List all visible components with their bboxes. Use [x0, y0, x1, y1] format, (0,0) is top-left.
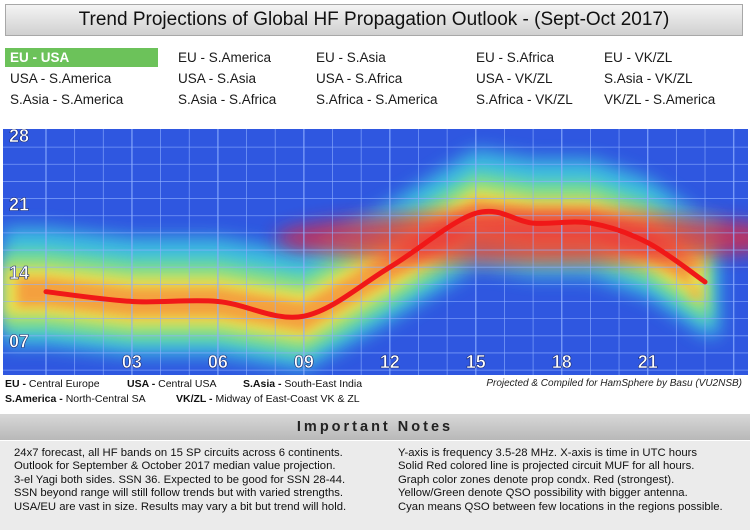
circuit-option[interactable]: USA - S.Africa — [316, 71, 403, 86]
notes-panel: 24x7 forecast, all HF bands on 15 SP cir… — [0, 441, 750, 530]
muf-line — [43, 208, 708, 320]
legend-item: USA - Central USA — [127, 378, 216, 390]
circuit-option[interactable]: S.Africa - S.America — [316, 92, 438, 107]
notes-left-column: 24x7 forecast, all HF bands on 15 SP cir… — [14, 447, 346, 514]
note-line: 24x7 forecast, all HF bands on 15 SP cir… — [14, 447, 343, 459]
circuit-option[interactable]: USA - VK/ZL — [476, 71, 553, 86]
legend-value: South-East India — [281, 378, 363, 390]
legend-key: S.America - — [5, 393, 63, 405]
legend-value: Central Europe — [26, 378, 100, 390]
x-tick-label: 12 — [380, 352, 400, 372]
legend-item: S.Asia - South-East India — [243, 378, 362, 390]
x-tick-label: 06 — [208, 352, 228, 372]
circuit-selector: EU - USA EU - S.America EU - S.Asia EU - S.… — [5, 48, 745, 114]
note-line: Y-axis is frequency 3.5-28 MHz. X-axis i… — [398, 447, 698, 459]
muf-point — [129, 299, 134, 304]
propagation-chart: 07 14 21 28 03 06 09 12 15 18 21 — [3, 129, 748, 375]
x-tick-label: 09 — [294, 352, 314, 372]
muf-point — [387, 265, 392, 270]
y-tick-label: 21 — [9, 194, 29, 214]
red-zone — [275, 211, 748, 264]
note-line: Graph color zones denote prop condx. Red… — [398, 473, 675, 486]
x-tick-label: 21 — [638, 352, 658, 372]
page-title: Trend Projections of Global HF Propagati… — [5, 4, 743, 36]
note-line: Solid Red colored line is projected circ… — [398, 460, 695, 473]
notes-title: Important Notes — [0, 414, 750, 440]
muf-point — [473, 211, 478, 216]
note-line: USA/EU are vast in size. Results may var… — [14, 500, 347, 513]
circuit-option[interactable]: EU - S.Asia — [316, 50, 386, 65]
note-line: Yellow/Green denote QSO possibility with… — [398, 487, 688, 500]
notes-right-column: Y-axis is frequency 3.5-28 MHz. X-axis i… — [398, 447, 723, 514]
y-axis-ticks: 07 14 21 28 — [9, 129, 30, 352]
note-line: SSN beyond range will still follow trend… — [14, 487, 344, 500]
note-line: 3-el Yagi both sides. SSN 36. Expected t… — [14, 473, 346, 486]
legend-value: North-Central SA — [62, 393, 146, 405]
muf-series — [43, 208, 708, 320]
legend-key: S.Asia - — [243, 378, 282, 390]
note-line: Cyan means QSO between few locations in … — [398, 500, 723, 513]
circuit-option[interactable]: EU - S.America — [178, 50, 272, 65]
legend-key: EU - — [5, 378, 26, 390]
x-tick-label: 03 — [122, 352, 142, 372]
credit-text: Projected & Compiled for HamSphere by Ba… — [486, 378, 742, 389]
circuit-option[interactable]: EU - VK/ZL — [604, 50, 673, 65]
muf-point — [703, 279, 708, 284]
propagation-chart-svg: 07 14 21 28 03 06 09 12 15 18 21 — [3, 129, 748, 375]
legend-item: VK/ZL - Midway of East-Coast VK & ZL — [176, 393, 360, 405]
y-tick-label: 14 — [9, 263, 29, 283]
muf-point — [215, 299, 220, 304]
y-tick-label: 07 — [9, 332, 29, 352]
muf-point — [645, 240, 650, 245]
muf-point — [588, 221, 593, 226]
circuit-option[interactable]: S.Asia - S.America — [10, 92, 124, 107]
circuit-option[interactable]: VK/ZL - S.America — [604, 92, 716, 107]
legend-item: EU - Central Europe — [5, 378, 100, 390]
muf-point — [531, 221, 536, 226]
region-legend: EU - Central Europe USA - Central USA S.As… — [5, 378, 745, 412]
circuit-option[interactable]: S.Africa - VK/ZL — [476, 92, 573, 107]
circuit-option[interactable]: EU - S.Africa — [476, 50, 555, 65]
circuit-option[interactable]: S.Asia - VK/ZL — [604, 71, 693, 86]
muf-point — [301, 314, 306, 319]
y-tick-label: 28 — [9, 129, 29, 146]
circuit-option[interactable]: USA - S.Asia — [178, 71, 257, 86]
note-line: Outlook for September & October 2017 med… — [14, 460, 336, 473]
legend-key: USA - — [127, 378, 156, 390]
muf-point — [43, 289, 48, 294]
x-tick-label: 18 — [552, 352, 572, 372]
x-axis-ticks: 03 06 09 12 15 18 21 — [122, 352, 658, 373]
circuit-option[interactable]: EU - USA — [5, 48, 158, 67]
legend-item: S.America - North-Central SA — [5, 393, 146, 405]
legend-value: Central USA — [155, 378, 217, 390]
chart-grid — [3, 129, 748, 375]
legend-key: VK/ZL - — [176, 393, 213, 405]
x-tick-label: 15 — [466, 352, 486, 372]
legend-value: Midway of East-Coast VK & ZL — [212, 393, 360, 405]
circuit-option[interactable]: USA - S.America — [10, 71, 112, 86]
circuit-option[interactable]: S.Asia - S.Africa — [178, 92, 277, 107]
